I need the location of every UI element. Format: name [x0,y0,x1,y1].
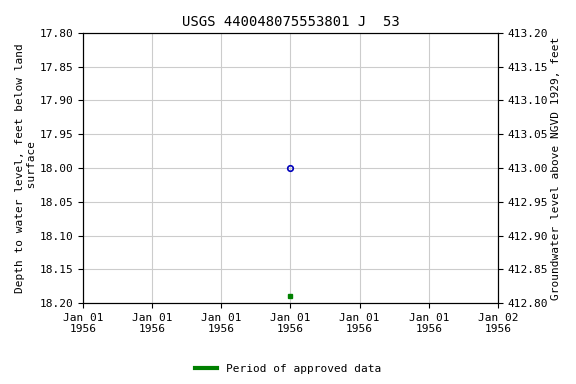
Legend: Period of approved data: Period of approved data [191,359,385,379]
Y-axis label: Groundwater level above NGVD 1929, feet: Groundwater level above NGVD 1929, feet [551,36,561,300]
Y-axis label: Depth to water level, feet below land
 surface: Depth to water level, feet below land su… [15,43,37,293]
Title: USGS 440048075553801 J  53: USGS 440048075553801 J 53 [181,15,399,29]
